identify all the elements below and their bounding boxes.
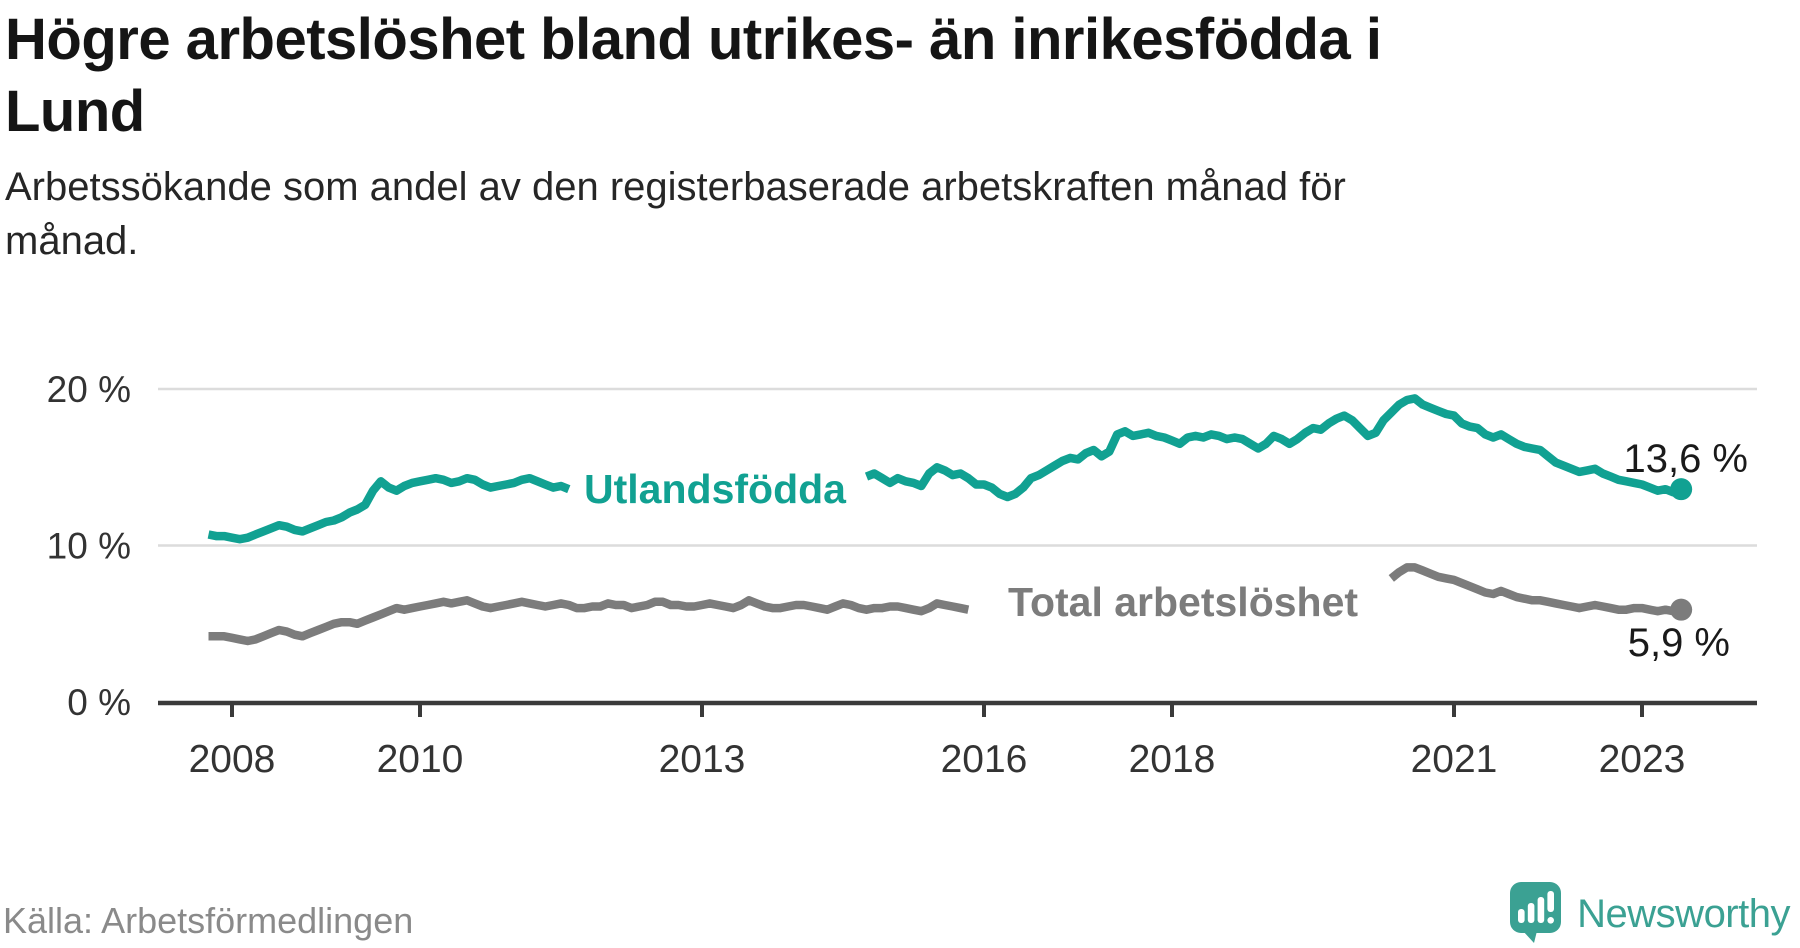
- svg-text:10 %: 10 %: [47, 526, 131, 567]
- subtitle-line-2: månad.: [5, 219, 139, 263]
- svg-text:0 %: 0 %: [67, 682, 131, 723]
- subtitle-line-1: Arbetssökande som andel av den registerb…: [5, 165, 1346, 209]
- svg-text:2016: 2016: [941, 738, 1028, 781]
- newsworthy-logo: Newsworthy: [1509, 880, 1790, 948]
- series-label-utlandsfodda: Utlandsfödda: [584, 466, 847, 512]
- source-note: Källa: Arbetsförmedlingen: [3, 900, 414, 941]
- svg-text:2008: 2008: [189, 738, 276, 781]
- end-value-label: 5,9 %: [1628, 621, 1730, 665]
- newsworthy-logo-text: Newsworthy: [1577, 892, 1790, 936]
- chart-subtitle: Arbetssökande som andel av den registerb…: [5, 160, 1665, 268]
- svg-text:2018: 2018: [1129, 738, 1216, 781]
- bar-chart-speech-bubble-icon: [1509, 880, 1563, 948]
- end-value-label: 13,6 %: [1623, 437, 1748, 481]
- svg-text:2013: 2013: [659, 738, 746, 781]
- svg-text:2021: 2021: [1411, 738, 1498, 781]
- series-label-total: Total arbetslöshet: [1008, 579, 1358, 625]
- page-title: Högre arbetslöshet bland utrikes- än inr…: [5, 4, 1625, 148]
- svg-text:2023: 2023: [1599, 738, 1686, 781]
- svg-text:20 %: 20 %: [47, 369, 131, 410]
- svg-text:2010: 2010: [377, 738, 464, 781]
- title-line-2: Lund: [5, 79, 145, 144]
- title-line-1: Högre arbetslöshet bland utrikes- än inr…: [5, 7, 1382, 72]
